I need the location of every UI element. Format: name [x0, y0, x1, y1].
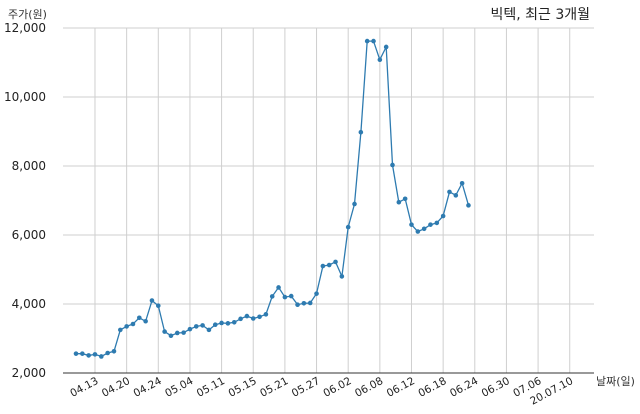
y-tick-label: 12,000 [4, 21, 46, 35]
data-point [409, 222, 414, 227]
data-point [314, 291, 319, 296]
price-series-line [76, 40, 470, 358]
x-tick-label: 06.30 [480, 375, 512, 400]
data-point [371, 38, 376, 44]
x-tick-label: 05.27 [290, 375, 322, 400]
data-point [231, 319, 237, 325]
data-point [383, 44, 389, 50]
data-point [257, 314, 262, 320]
data-point [440, 213, 446, 219]
data-point [155, 303, 161, 309]
data-point [421, 226, 427, 232]
x-tick-label: 05.21 [258, 375, 290, 400]
y-tick-label: 4,000 [12, 297, 46, 311]
data-point [428, 222, 433, 227]
data-point [111, 348, 117, 354]
x-tick-label: 05.04 [163, 375, 195, 400]
data-point [105, 350, 110, 356]
x-tick-labels: 04.13 04.20 04.24 05.04 05.11 05.15 05.21 05.27… [68, 375, 575, 408]
data-point [250, 316, 256, 321]
data-point [187, 326, 193, 332]
data-point [459, 180, 465, 186]
data-point [200, 323, 205, 328]
y-tick-label: 10,000 [4, 90, 46, 104]
data-point [453, 193, 459, 198]
data-point [415, 229, 421, 234]
data-point [295, 302, 300, 307]
data-point [162, 329, 167, 334]
data-point [212, 322, 218, 328]
data-point [352, 201, 357, 207]
data-point [358, 129, 364, 135]
data-point [238, 316, 243, 322]
x-tick-label: 06.02 [321, 375, 353, 400]
data-point [118, 327, 123, 333]
data-point [307, 300, 313, 306]
data-point [149, 298, 155, 303]
data-point [326, 262, 332, 268]
data-point [402, 196, 408, 202]
data-point [193, 324, 199, 329]
x-axis-label: 날짜(일) [596, 374, 635, 388]
data-point [364, 38, 370, 44]
data-point [219, 320, 224, 326]
data-point [333, 259, 338, 265]
x-tick-label: 04.20 [100, 375, 132, 400]
data-point [276, 285, 281, 290]
data-point [301, 301, 307, 306]
data-point [181, 330, 186, 335]
data-point [92, 352, 98, 357]
y-tick-label: 6,000 [12, 228, 46, 242]
data-point [269, 294, 275, 299]
data-point [244, 313, 250, 319]
data-point [320, 263, 326, 269]
data-point [99, 354, 104, 359]
data-point [390, 162, 395, 168]
x-tick-label: 05.15 [226, 375, 258, 400]
gridlines [63, 27, 594, 373]
data-point [345, 224, 351, 230]
chart-title: 빅텍, 최근 3개월 [490, 7, 590, 23]
data-point [396, 199, 402, 205]
data-point [168, 333, 174, 339]
y-tick-label: 2,000 [12, 366, 46, 380]
x-tick-label: 05.11 [195, 375, 227, 400]
data-point [130, 321, 136, 327]
y-tick-labels: 2,000 4,000 6,000 8,000 10,000 12,000 [4, 21, 46, 380]
data-point [124, 324, 129, 329]
data-point [377, 57, 383, 63]
data-point [447, 189, 452, 195]
data-point [288, 293, 294, 299]
y-tick-label: 8,000 [12, 159, 46, 173]
x-tick-label: 04.24 [132, 375, 164, 400]
price-data-points [73, 38, 471, 359]
x-tick-label: 06.18 [416, 375, 448, 400]
x-tick-label: 04.13 [68, 375, 100, 400]
data-point [86, 353, 91, 358]
data-point [263, 312, 269, 317]
y-axis-label: 주가(원) [8, 8, 47, 21]
data-point [143, 318, 148, 324]
data-point [282, 294, 288, 300]
data-point [137, 315, 142, 321]
data-point [206, 327, 212, 333]
data-point [73, 351, 79, 356]
data-point [174, 330, 180, 336]
data-point [225, 321, 231, 326]
data-point [466, 203, 471, 208]
data-point [80, 351, 85, 356]
data-point [434, 220, 440, 226]
x-tick-label: 06.12 [385, 375, 417, 400]
x-tick-label: 06.24 [448, 375, 480, 400]
data-point [339, 274, 345, 279]
x-tick-label: 06.08 [353, 375, 385, 400]
